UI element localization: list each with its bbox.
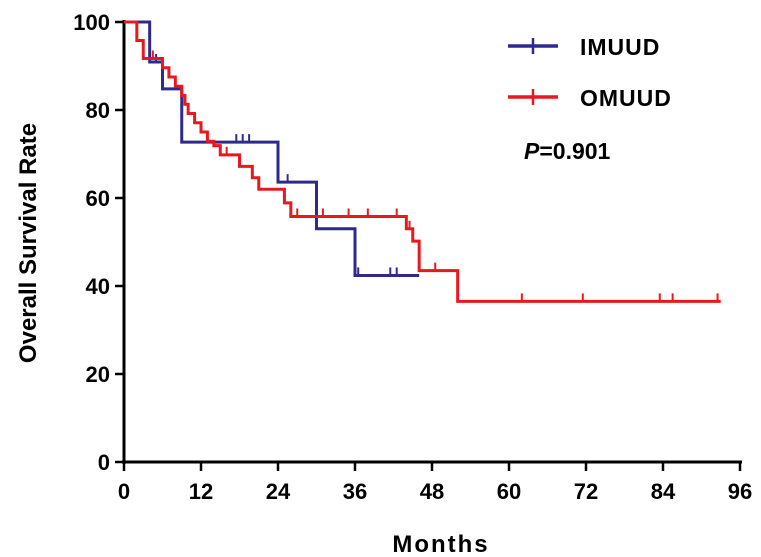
y-tick-label: 60 xyxy=(86,186,110,211)
x-tick-label: 24 xyxy=(266,479,291,504)
x-tick-label: 48 xyxy=(420,479,444,504)
y-tick-label: 40 xyxy=(86,274,110,299)
p-value-symbol: P xyxy=(524,138,540,164)
y-tick-label: 20 xyxy=(86,362,110,387)
survival-curve-imuud xyxy=(124,20,420,277)
legend-item-imuud: IMUUD xyxy=(508,34,660,60)
series-layer xyxy=(124,20,721,303)
legend: IMUUD OMUUD xyxy=(508,34,672,111)
x-axis-title: Months xyxy=(392,531,489,557)
series-omuud xyxy=(124,20,721,303)
series-imuud xyxy=(124,20,420,277)
x-tick-label: 60 xyxy=(497,479,521,504)
legend-label-imuud: IMUUD xyxy=(580,34,660,60)
y-tick-label: 100 xyxy=(73,10,110,35)
survival-curve-omuud xyxy=(124,20,721,303)
x-tick-label: 36 xyxy=(343,479,367,504)
y-axis-title: Overall Survival Rate xyxy=(15,123,42,363)
x-tick-label: 12 xyxy=(189,479,213,504)
y-tick-label: 0 xyxy=(98,450,110,475)
p-value-number: =0.901 xyxy=(539,138,610,164)
legend-item-omuud: OMUUD xyxy=(508,85,672,111)
x-tick-label: 84 xyxy=(651,479,676,504)
p-value-annotation: P=0.901 xyxy=(524,138,611,164)
x-tick-label: 0 xyxy=(118,479,130,504)
legend-label-omuud: OMUUD xyxy=(580,85,672,111)
x-tick-label: 96 xyxy=(728,479,752,504)
axes: 0 12 24 36 48 60 72 84 96 0 20 40 60 80 100 xyxy=(73,10,752,504)
y-tick-label: 80 xyxy=(86,98,110,123)
x-tick-label: 72 xyxy=(574,479,598,504)
